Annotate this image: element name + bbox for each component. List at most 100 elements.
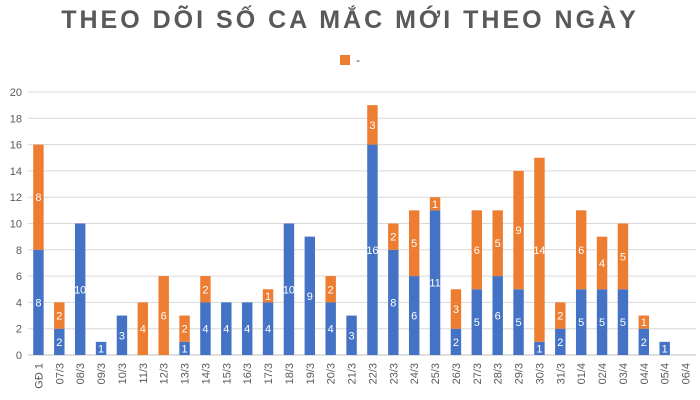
x-tick-label: 31/3: [555, 363, 567, 384]
y-tick-label: 18: [10, 113, 22, 125]
data-label: 2: [390, 232, 396, 244]
data-label: 2: [56, 337, 62, 349]
data-label: 6: [161, 311, 167, 323]
x-tick-label: 12/3: [159, 363, 171, 384]
data-label: 3: [453, 304, 459, 316]
x-tick-label: 07/3: [54, 363, 66, 384]
bar-segment-blue: [74, 223, 86, 355]
bar-segment-orange: [325, 276, 336, 303]
bar-segment-blue: [325, 302, 336, 355]
legend-swatch-orange: [340, 55, 350, 65]
x-tick-label: 21/3: [347, 363, 359, 384]
bar-segment-blue: [450, 328, 462, 355]
data-label: 4: [244, 324, 250, 336]
y-tick-label: 0: [16, 350, 22, 362]
x-tick-label: 15/3: [221, 363, 233, 384]
data-label: 5: [599, 317, 605, 329]
data-label: 1: [182, 343, 188, 355]
y-tick-label: 12: [10, 192, 22, 204]
x-tick-label: 17/3: [263, 363, 275, 384]
data-label: 3: [349, 330, 355, 342]
data-label: 5: [620, 317, 626, 329]
data-label: 1: [662, 343, 668, 355]
x-tick-label: 25/3: [430, 363, 442, 384]
x-tick-label: 01/4: [576, 363, 588, 384]
x-tick-label: 20/3: [326, 363, 338, 384]
x-tick-label: 02/4: [597, 363, 609, 384]
x-tick-label: 29/3: [514, 363, 526, 384]
data-label: 6: [474, 245, 480, 257]
data-label: 16: [366, 245, 378, 257]
bar-segment-blue: [304, 236, 316, 355]
data-label: 1: [265, 291, 271, 303]
data-label: 8: [35, 192, 41, 204]
x-tick-label: 14/3: [200, 363, 212, 384]
x-tick-label: 22/3: [367, 363, 379, 384]
bar-segment-orange: [450, 289, 462, 329]
bar-segment-orange: [617, 223, 629, 290]
x-tick-label: 05/4: [660, 363, 672, 384]
bar-segment-orange: [555, 302, 566, 329]
data-label: 14: [533, 245, 545, 257]
bar-segment-blue: [471, 289, 483, 355]
data-label: 1: [536, 343, 542, 355]
bar-segment-blue: [596, 289, 608, 355]
bar-segment-orange: [513, 170, 524, 290]
bar-segment-blue: [555, 328, 566, 355]
bar-segment-orange: [158, 276, 169, 355]
bar-segment-blue: [408, 276, 420, 355]
x-tick-label: 30/3: [534, 363, 546, 384]
data-label: 2: [453, 337, 459, 349]
bar-segment-orange: [54, 302, 65, 329]
data-label: 2: [557, 337, 563, 349]
bar-segment-blue: [241, 302, 253, 355]
y-tick-label: 10: [10, 219, 22, 231]
bar-segment-blue: [283, 223, 295, 355]
bar-segment-orange: [179, 315, 190, 342]
bar-segment-orange: [200, 276, 211, 303]
bar-segment-blue: [221, 302, 232, 355]
bar-segment-blue: [534, 341, 545, 355]
data-label: 9: [307, 291, 313, 303]
bar-segment-blue: [617, 289, 629, 355]
data-label: 4: [328, 324, 334, 336]
bar-segment-orange: [596, 236, 608, 290]
bar-segment-blue: [200, 302, 211, 355]
data-label: 2: [202, 284, 208, 296]
data-label: 4: [223, 324, 229, 336]
data-label: 2: [641, 337, 647, 349]
bar-segment-blue: [429, 210, 441, 355]
data-label: 3: [369, 120, 375, 132]
chart-title: THEO DÕI SỐ CA MẮC MỚI THEO NGÀY: [61, 6, 639, 34]
data-label: 1: [98, 343, 104, 355]
bar-segment-blue: [388, 249, 399, 355]
data-label: 6: [495, 311, 501, 323]
y-tick-label: 4: [16, 297, 22, 309]
data-label: 3: [119, 330, 125, 342]
data-label: 2: [557, 311, 563, 323]
x-tick-label: 27/3: [472, 363, 484, 384]
x-tick-label: 16/3: [242, 363, 254, 384]
bar-segment-orange: [429, 197, 441, 211]
data-label: 4: [265, 324, 271, 336]
x-tick-label: 03/4: [618, 363, 630, 384]
x-tick-label: GĐ 1: [33, 363, 45, 389]
legend-label: -: [356, 53, 360, 67]
x-tick-label: 23/3: [388, 363, 400, 384]
bar-segment-blue: [179, 341, 190, 355]
data-label: 5: [411, 238, 417, 250]
x-tick-label: 24/3: [409, 363, 421, 384]
x-tick-label: 09/3: [96, 363, 108, 384]
bar-segment-blue: [116, 315, 128, 355]
data-label: 5: [516, 317, 522, 329]
x-tick-label: 04/4: [639, 363, 651, 384]
bar-segment-blue: [33, 249, 44, 355]
x-tick-label: 26/3: [451, 363, 463, 384]
bar-segment-orange: [492, 210, 503, 277]
x-tick-label: 11/3: [138, 363, 150, 384]
y-tick-label: 20: [10, 87, 22, 99]
bar-segment-orange: [471, 210, 483, 290]
bar-segment-blue: [659, 341, 670, 355]
y-tick-label: 2: [16, 324, 22, 336]
